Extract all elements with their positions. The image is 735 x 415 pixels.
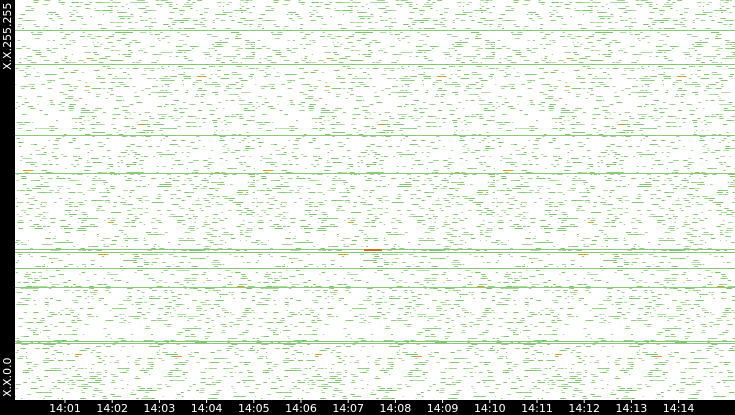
x-tick-label: 14:10	[474, 402, 506, 415]
x-tick-label: 14:01	[49, 402, 81, 415]
x-tick-label: 14:06	[285, 402, 317, 415]
x-tick-label: 14:12	[568, 402, 600, 415]
band	[15, 173, 735, 174]
band	[15, 343, 735, 344]
band	[15, 135, 735, 136]
x-tick-label: 14:04	[191, 402, 223, 415]
band	[15, 268, 735, 269]
y-axis-bar	[0, 0, 15, 415]
x-tick-label: 14:07	[332, 402, 364, 415]
band	[15, 341, 735, 342]
hot-spot	[364, 249, 382, 251]
x-tick-label: 14:05	[238, 402, 270, 415]
band	[15, 30, 735, 31]
x-tick-label: 14:11	[521, 402, 553, 415]
bands	[15, 30, 735, 344]
band	[15, 252, 735, 253]
x-tick-label: 14:03	[144, 402, 176, 415]
x-tick-label: 14:14	[663, 402, 695, 415]
x-tick-label: 14:02	[96, 402, 128, 415]
x-tick-label: 14:08	[380, 402, 412, 415]
y-top-label: X.X.255.255	[1, 2, 14, 70]
traffic-texture	[15, 0, 735, 400]
x-tick-label: 14:13	[616, 402, 648, 415]
x-tick-label: 14:09	[427, 402, 459, 415]
y-bottom-label: X.X.0.0	[1, 357, 14, 397]
x-axis: 14:01 14:02 14:03 14:04 14:05 14:06 14:07 14:08…	[49, 400, 694, 415]
x-axis-bar	[0, 400, 735, 415]
band	[15, 64, 735, 65]
band	[15, 287, 735, 288]
